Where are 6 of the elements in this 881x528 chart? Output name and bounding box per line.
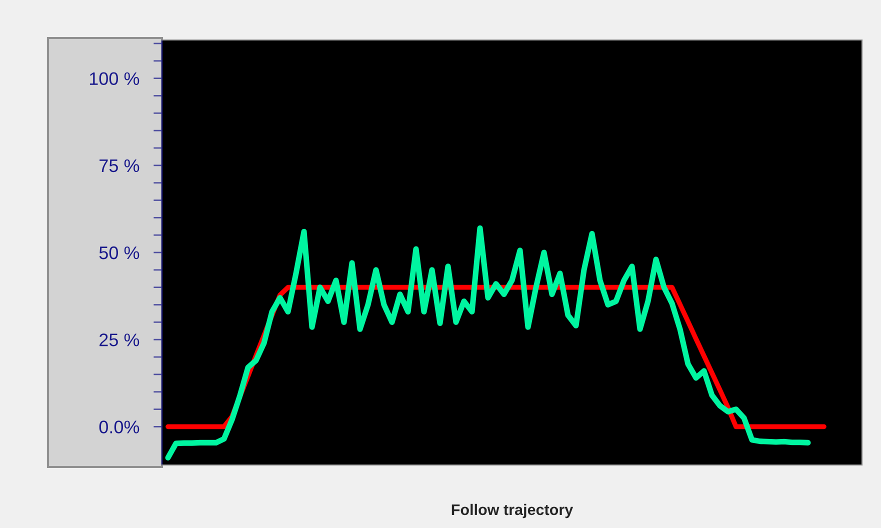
y-tick-label: 0.0% <box>99 420 140 434</box>
y-tick-label: 100 % <box>90 72 140 86</box>
y-tick-label: 50 % <box>99 246 140 260</box>
x-axis-title: Follow trajectory <box>452 504 574 518</box>
y-tick-label: 25 % <box>100 334 140 346</box>
y-tick-label: 75 % <box>100 159 140 172</box>
